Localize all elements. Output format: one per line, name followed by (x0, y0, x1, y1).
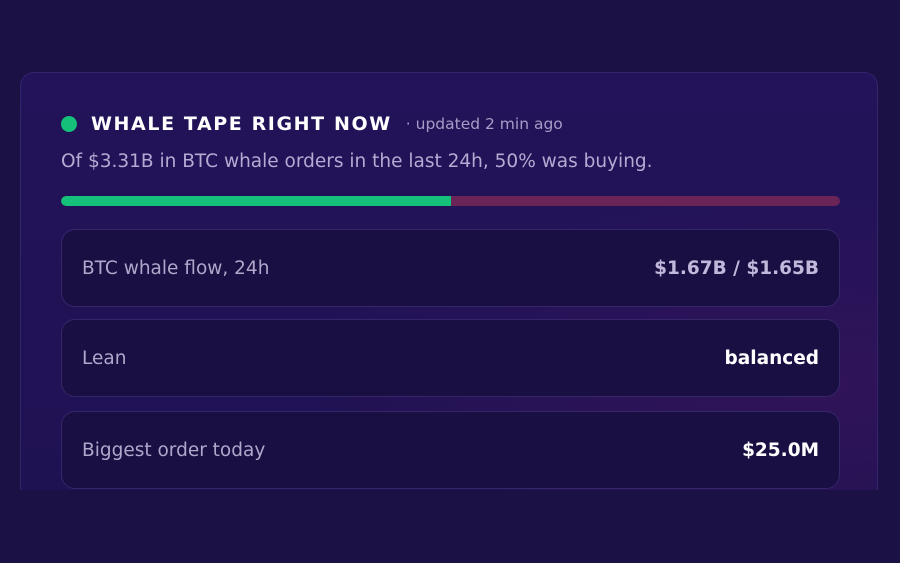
buy-share-fill (61, 196, 451, 206)
stat-label-lean: Lean (82, 347, 127, 369)
flow-summary-text: Of $3.31B in BTC whale orders in the las… (61, 151, 653, 172)
stat-row-biggest-order: Biggest order today $25.0M (61, 411, 840, 489)
stat-label-whale-flow: BTC whale flow, 24h (82, 257, 270, 279)
card-title: WHALE TAPE RIGHT NOW (91, 113, 392, 135)
card-header: WHALE TAPE RIGHT NOW · updated 2 min ago (61, 113, 563, 135)
live-status-dot-icon (61, 116, 77, 132)
stat-row-whale-flow: BTC whale flow, 24h $1.67B / $1.65B (61, 229, 840, 307)
stat-value-lean: balanced (724, 347, 819, 369)
updated-timestamp: · updated 2 min ago (405, 115, 563, 133)
buy-sell-ratio-bar (61, 196, 840, 206)
stat-value-whale-flow: $1.67B / $1.65B (654, 257, 819, 279)
stat-row-lean: Lean balanced (61, 319, 840, 397)
stat-label-biggest-order: Biggest order today (82, 439, 266, 461)
stat-value-biggest-order: $25.0M (742, 439, 819, 461)
whale-tape-card: WHALE TAPE RIGHT NOW · updated 2 min ago… (20, 72, 878, 490)
